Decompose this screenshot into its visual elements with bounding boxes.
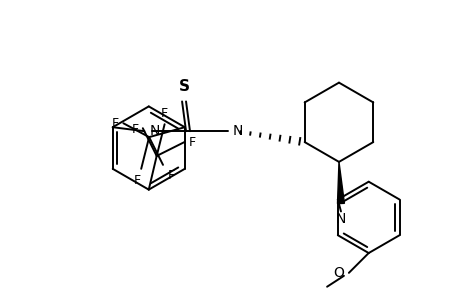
Text: F: F xyxy=(131,123,139,136)
Text: N: N xyxy=(232,124,242,138)
Text: F: F xyxy=(111,117,118,130)
Text: F: F xyxy=(134,174,140,187)
Polygon shape xyxy=(337,162,344,204)
Text: N: N xyxy=(335,212,346,226)
Text: O: O xyxy=(332,266,343,280)
Text: F: F xyxy=(161,107,168,120)
Text: S: S xyxy=(178,79,189,94)
Text: N: N xyxy=(149,124,159,138)
Text: F: F xyxy=(188,136,195,148)
Text: F: F xyxy=(168,169,175,182)
